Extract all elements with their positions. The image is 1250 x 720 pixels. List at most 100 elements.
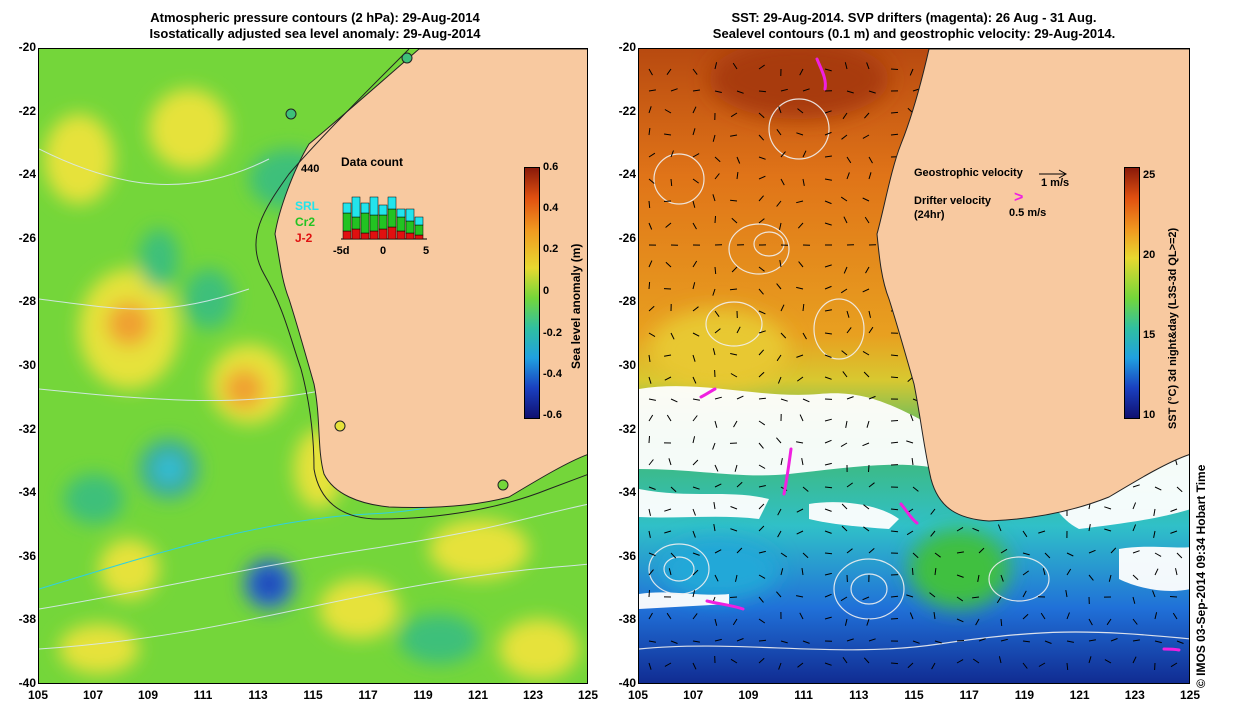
velocity-arrow [802, 150, 807, 158]
velocity-arrow [758, 550, 766, 554]
velocity-arrow [1022, 552, 1030, 556]
x-axis-tick-label: 111 [193, 688, 213, 702]
velocity-arrow [692, 222, 697, 230]
velocity-arrow [846, 638, 854, 642]
sst-cbar-tick: 10 [1143, 409, 1156, 421]
velocity-arrow [890, 111, 899, 114]
velocity-arrow [714, 396, 722, 400]
velocity-arrow [824, 572, 832, 576]
x-axis-tick-label: 125 [577, 688, 599, 702]
velocity-arrow [890, 68, 899, 70]
velocity-arrow [1000, 574, 1004, 582]
velocity-arrow [758, 90, 767, 93]
velocity-arrow [1169, 596, 1178, 598]
velocity-arrow [890, 441, 899, 444]
velocity-arrow [1108, 574, 1112, 582]
y-axis-tick-label: -20 [18, 40, 36, 54]
velocity-arrow [714, 156, 721, 163]
x-axis-tick-label: 113 [849, 688, 869, 702]
velocity-arrow [664, 354, 672, 357]
velocity-arrow [842, 657, 848, 664]
velocity-arrow [714, 328, 721, 334]
velocity-arrow [796, 354, 804, 358]
histogram-bar [342, 202, 352, 214]
velocity-arrow [648, 68, 653, 76]
velocity-arrow [863, 657, 870, 664]
velocity-arrow [1110, 547, 1117, 554]
velocity-arrow [1132, 550, 1140, 554]
sst-colorbar-label: SST (°C) 3d night&day (L3S-3d QL>=2) [1167, 227, 1179, 429]
velocity-arrow [1044, 640, 1052, 644]
velocity-arrow [799, 68, 804, 76]
velocity-arrow [648, 589, 650, 598]
velocity-arrow [890, 508, 899, 511]
tide-gauge-marker[interactable] [497, 479, 509, 491]
tide-gauge-marker[interactable] [285, 108, 297, 120]
velocity-arrow [692, 178, 699, 184]
velocity-arrow [863, 371, 870, 378]
velocity-arrow [796, 595, 804, 598]
velocity-arrow [777, 508, 782, 516]
velocity-arrow [802, 398, 810, 403]
velocity-arrow [714, 638, 722, 642]
velocity-arrow [714, 62, 718, 70]
velocity-arrow [1132, 656, 1137, 664]
velocity-arrow [665, 261, 672, 268]
velocity-arrow [890, 420, 899, 422]
velocity-arrow [692, 486, 700, 490]
y-axis-tick-label: -20 [618, 40, 636, 54]
velocity-arrow [692, 590, 696, 598]
y-axis-tick-label: -38 [618, 612, 636, 627]
velocity-arrow [692, 459, 699, 466]
australia-landmass-sst [876, 49, 1189, 522]
velocity-arrow [692, 354, 696, 362]
velocity-arrow [868, 395, 876, 400]
histogram-title: Data count [341, 155, 404, 169]
velocity-arrow [758, 330, 766, 334]
velocity-arrow [1132, 618, 1138, 625]
velocity-arrow [863, 526, 870, 532]
velocity-arrow [780, 552, 788, 558]
velocity-arrow [692, 306, 699, 312]
sla-colorbar-label: Sea level anomaly (m) [569, 243, 583, 369]
velocity-arrow [692, 552, 700, 556]
velocity-arrow [890, 662, 899, 665]
velocity-arrow [758, 618, 766, 624]
y-axis-tick-label: -22 [618, 103, 636, 118]
velocity-arrow [648, 640, 656, 643]
velocity-arrow [1176, 640, 1184, 644]
velocity-arrow [668, 458, 672, 466]
velocity-arrow [730, 112, 738, 118]
velocity-arrow [1000, 618, 1003, 627]
velocity-arrow [840, 596, 848, 602]
histogram-bar [360, 212, 370, 234]
velocity-arrow [692, 282, 696, 290]
y-axis-tick-label: -38 [18, 612, 36, 627]
velocity-arrow [824, 222, 832, 226]
velocity-arrow [1132, 596, 1136, 604]
velocity-arrow [824, 332, 832, 335]
velocity-arrow [868, 482, 875, 488]
velocity-arrow [866, 618, 870, 626]
y-axis-tick-label: -34 [18, 485, 36, 500]
velocity-arrow [929, 592, 936, 598]
histogram-bar [414, 216, 424, 226]
velocity-arrow [1066, 640, 1074, 643]
velocity-arrow [934, 640, 942, 644]
histogram-bar [360, 202, 370, 214]
velocity-arrow [692, 398, 700, 401]
histogram-bar [351, 196, 361, 218]
tide-gauge-marker[interactable] [401, 52, 413, 64]
left-title-line1: Atmospheric pressure contours (2 hPa): 2… [150, 10, 480, 25]
velocity-arrow [846, 156, 852, 164]
velocity-arrow [824, 376, 832, 380]
velocity-arrow [868, 464, 870, 473]
velocity-arrow [864, 112, 870, 119]
tide-gauge-marker[interactable] [334, 420, 346, 432]
shelf-contour [255, 49, 587, 520]
velocity-arrow [670, 552, 677, 559]
velocity-arrow [824, 486, 833, 489]
velocity-arrow [912, 486, 919, 492]
velocity-arrow [824, 110, 832, 114]
velocity-arrow [692, 530, 696, 538]
